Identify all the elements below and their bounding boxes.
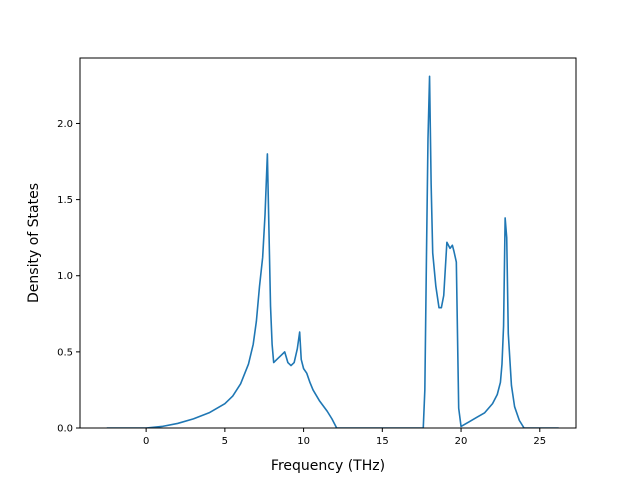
y-tick-label: 2.0 (57, 119, 73, 130)
x-tick-label: 25 (533, 436, 546, 447)
x-tick-label: 15 (376, 436, 389, 447)
x-axis-label: Frequency (THz) (271, 458, 385, 474)
plot-area (80, 58, 576, 428)
y-axis: 0.0 0.5 1.0 1.5 2.0 (57, 119, 80, 435)
x-tick-label: 5 (222, 436, 228, 447)
y-tick-label: 0.5 (57, 347, 73, 358)
x-tick-label: 0 (143, 436, 149, 447)
y-tick-label: 1.0 (57, 271, 73, 282)
x-tick-label: 20 (455, 436, 468, 447)
dos-series-line (106, 75, 559, 428)
y-axis-label: Density of States (26, 183, 42, 303)
x-axis: 0 5 10 15 20 25 (143, 428, 546, 447)
plot-frame (79, 57, 577, 429)
y-tick-label: 0.0 (57, 424, 73, 435)
y-tick-label: 1.5 (57, 195, 73, 206)
x-tick-label: 10 (297, 436, 310, 447)
series-layer (106, 75, 559, 428)
